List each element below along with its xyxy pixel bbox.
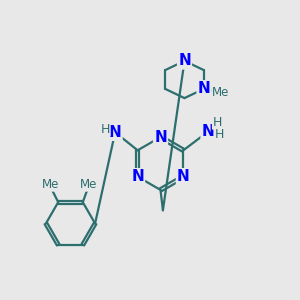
- Text: N: N: [131, 169, 144, 184]
- Text: H: H: [215, 128, 224, 141]
- Text: N: N: [177, 169, 190, 184]
- Text: N: N: [154, 130, 167, 145]
- Text: H: H: [212, 116, 222, 129]
- Text: N: N: [178, 53, 191, 68]
- Text: H: H: [101, 123, 110, 136]
- Text: Me: Me: [212, 86, 229, 99]
- Text: Me: Me: [42, 178, 59, 191]
- Text: Me: Me: [80, 178, 97, 191]
- Text: N: N: [109, 125, 122, 140]
- Text: N: N: [202, 124, 214, 139]
- Text: N: N: [198, 81, 210, 96]
